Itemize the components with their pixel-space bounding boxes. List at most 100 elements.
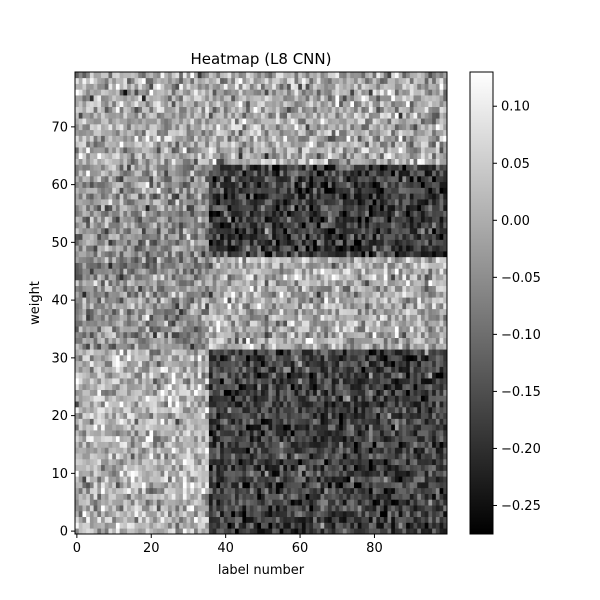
heatmap-cell [272,389,277,396]
heatmap-cell [409,349,414,356]
heatmap-cell [164,395,169,402]
heatmap-cell [89,406,94,414]
heatmap-cell [78,487,83,494]
heatmap-cell [238,285,243,292]
heatmap-cell [413,447,418,454]
heatmap-cell [208,303,213,310]
heatmap-cell [406,268,411,275]
heatmap-cell [223,493,228,500]
heatmap-cell [372,510,377,518]
heatmap-cell [435,487,440,494]
heatmap-cell [82,528,87,535]
heatmap-cell [160,406,165,414]
heatmap-cell [387,412,392,419]
heatmap-cell [357,458,362,466]
heatmap-cell [316,418,321,425]
heatmap-cell [313,406,318,414]
heatmap-cell [82,349,87,356]
heatmap-cell [168,372,173,379]
heatmap-cell [130,245,135,252]
heatmap-cell [398,303,403,310]
heatmap-cell [171,331,176,339]
heatmap-cell [108,458,113,466]
heatmap-cell [406,458,411,466]
heatmap-cell [327,366,333,373]
heatmap-cell [179,251,184,258]
heatmap-cell [268,510,273,518]
heatmap-cell [380,453,385,460]
heatmap-cell [354,285,359,292]
heatmap-cell [227,366,232,373]
heatmap-cell [275,354,280,362]
heatmap-cell [272,406,277,414]
heatmap-cell [115,308,120,315]
heatmap-cell [160,360,165,367]
heatmap-cell [391,528,396,535]
heatmap-cell [246,389,251,396]
heatmap-cell [86,360,91,367]
heatmap-cell [342,418,347,425]
heatmap-cell [138,360,143,367]
heatmap-cell [261,378,266,385]
heatmap-cell [301,458,306,466]
heatmap-cell [112,418,117,425]
heatmap-cell [424,430,429,437]
heatmap-cell [432,349,437,356]
heatmap-cell [205,412,210,419]
heatmap-cell [234,378,240,385]
heatmap-cell [361,435,366,442]
heatmap-cell [327,337,333,344]
heatmap-cell [175,360,180,367]
heatmap-cell [186,418,191,425]
heatmap-cell [78,470,83,477]
heatmap-cell [119,372,124,379]
heatmap-cell [320,447,325,454]
heatmap-cell [242,418,247,425]
heatmap-cell [287,297,292,304]
heatmap-cell [212,268,217,275]
heatmap-cell [149,453,154,460]
heatmap-cell [264,268,269,275]
heatmap-cell [227,505,232,512]
heatmap-cell [223,528,228,535]
heatmap-cell [212,522,217,529]
heatmap-cell [391,343,396,350]
heatmap-cell [223,424,228,431]
heatmap-cell [409,470,414,477]
heatmap-cell [179,331,184,339]
heatmap-cell [115,303,120,310]
heatmap-cell [115,349,120,356]
heatmap-cell [89,528,94,535]
heatmap-cell [261,395,266,402]
heatmap-cell [75,528,80,535]
heatmap-cell [443,268,448,275]
heatmap-cell [115,528,120,535]
heatmap-cell [376,482,381,489]
heatmap-cell [428,395,433,402]
heatmap-cell [175,274,180,281]
heatmap-cell [361,262,366,269]
heatmap-cell [305,291,310,298]
heatmap-cell [216,354,221,362]
heatmap-cell [402,395,407,402]
heatmap-cell [216,274,221,281]
heatmap-cell [305,251,310,258]
heatmap-cell [413,354,418,362]
heatmap-cell [134,401,139,408]
heatmap-cell [160,279,165,287]
heatmap-cell [432,297,437,304]
heatmap-cell [86,487,91,494]
heatmap-cell [298,320,303,327]
heatmap-cell [138,510,143,518]
heatmap-cell [439,279,444,287]
heatmap-cell [164,360,169,367]
heatmap-cell [264,441,269,448]
heatmap-cell [275,245,280,252]
heatmap-cell [197,291,202,298]
heatmap-cell [331,245,336,252]
heatmap-cell [238,308,243,315]
heatmap-cell [141,406,147,414]
heatmap-cell [305,285,310,292]
heatmap-cell [141,291,147,298]
heatmap-cell [194,303,199,310]
